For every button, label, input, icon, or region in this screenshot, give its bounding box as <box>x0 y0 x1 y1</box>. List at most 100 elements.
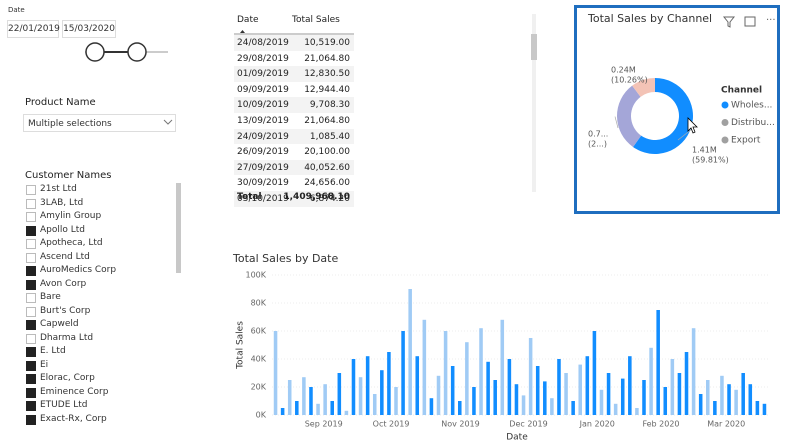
list-item: 21st Ltd <box>40 184 77 194</box>
checkbox[interactable] <box>26 401 36 411</box>
bar <box>670 359 675 415</box>
bar <box>273 331 278 415</box>
column-header: Date <box>237 15 259 25</box>
y-tick-label: 0K <box>256 411 267 420</box>
bar <box>564 373 568 415</box>
checkbox[interactable] <box>26 279 36 290</box>
bar <box>713 401 717 415</box>
checkbox[interactable] <box>26 266 36 276</box>
bar <box>691 328 696 415</box>
scrollbar[interactable] <box>176 183 181 273</box>
x-tick-label: Jan 2020 <box>579 420 615 429</box>
table-cell: 6,874.20 <box>309 194 350 204</box>
focus-icon[interactable] <box>744 16 756 27</box>
table-cell: 27/09/2019 <box>237 162 289 173</box>
checkbox[interactable] <box>26 347 36 357</box>
bar <box>302 377 306 415</box>
chevron <box>163 119 173 125</box>
data-label: 0.7... <box>588 130 608 139</box>
table-row: 24/08/2019 10,519.00 <box>234 35 354 51</box>
checkbox[interactable] <box>26 374 36 384</box>
list-item: Capweld <box>40 319 79 329</box>
table-cell: 20,100.00 <box>304 147 350 158</box>
checkbox[interactable] <box>26 333 36 344</box>
x-tick-label: Oct 2019 <box>373 420 410 429</box>
checkbox[interactable] <box>26 306 36 317</box>
slider-handle[interactable] <box>85 42 105 62</box>
bar <box>372 394 377 415</box>
data-label: 1.41M <box>692 146 717 155</box>
checkbox[interactable] <box>26 293 36 303</box>
bar <box>458 401 462 415</box>
table-row: 01/09/2019 12,830.50 <box>234 66 354 82</box>
cursor <box>687 117 698 134</box>
list-item: Ei <box>40 359 49 370</box>
list-item: Burt's Corp <box>40 305 91 316</box>
bar <box>436 375 441 415</box>
bar <box>337 373 342 415</box>
bar <box>323 384 327 415</box>
checkbox[interactable] <box>26 387 36 398</box>
legend-item: Export <box>731 136 761 146</box>
bar <box>741 373 745 415</box>
bar <box>387 352 391 415</box>
x-tick-label: Feb 2020 <box>642 420 679 429</box>
table-total: Total <box>237 192 262 202</box>
checkbox[interactable] <box>26 225 36 236</box>
chart-title: Total Sales by Date <box>232 252 338 265</box>
list-item: E. Ltd <box>40 346 66 356</box>
more-icon[interactable]: ··· <box>766 15 776 26</box>
x-tick-label: Mar 2020 <box>707 420 745 429</box>
bar <box>585 356 590 415</box>
checkbox[interactable] <box>26 239 36 249</box>
table-cell: 01/09/2019 <box>237 69 289 80</box>
bar <box>358 377 363 415</box>
bar <box>649 347 653 415</box>
checkbox[interactable] <box>26 198 36 209</box>
list-item: Bare <box>40 292 61 302</box>
bar <box>429 398 434 415</box>
bar <box>465 342 469 415</box>
table-cell: 12,830.50 <box>304 69 350 80</box>
date-end[interactable]: 15/03/2020 <box>62 20 116 38</box>
checkbox[interactable] <box>26 360 36 371</box>
bar <box>401 331 405 415</box>
list-item: Apotheca, Ltd <box>40 238 103 248</box>
bar <box>720 375 724 415</box>
checkbox[interactable] <box>26 212 36 222</box>
y-tick-label: 60K <box>251 327 267 336</box>
dropdown[interactable]: Multiple selections <box>23 114 176 132</box>
data-label: (10.26%) <box>611 76 648 85</box>
bar <box>380 370 384 415</box>
chart-title: Total Sales by Channel <box>587 12 712 25</box>
x-tick-label: Sep 2019 <box>305 420 343 429</box>
bar <box>280 408 285 415</box>
data-label: 0.24M <box>611 66 636 75</box>
list-item: Eminence Corp <box>40 386 109 397</box>
table-row: 24/09/2019 1,085.40 <box>234 128 354 145</box>
bar <box>706 380 710 415</box>
slider-handle[interactable] <box>127 42 147 62</box>
checkbox[interactable] <box>26 185 36 195</box>
donut-slice <box>633 78 694 154</box>
bar <box>450 366 455 415</box>
legend-marker <box>721 119 729 126</box>
bar <box>613 403 618 415</box>
checkbox[interactable] <box>26 320 36 330</box>
date-start[interactable]: 22/01/2019 <box>7 20 60 38</box>
bar <box>479 328 483 415</box>
bar <box>535 366 540 415</box>
scrollbar[interactable] <box>531 34 537 60</box>
table-cell: 24/09/2019 <box>237 131 289 142</box>
data-label: (59.81%) <box>692 156 729 165</box>
checkbox[interactable] <box>26 414 36 425</box>
filter-icon[interactable] <box>722 16 736 28</box>
bar <box>316 403 320 415</box>
table-row: 13/09/2019 21,064.80 <box>234 113 354 129</box>
y-axis-title: Total Sales <box>236 321 246 370</box>
list-item: Apollo Ltd <box>40 224 85 235</box>
checkbox[interactable] <box>26 252 36 263</box>
y-tick-label: 80K <box>251 299 267 308</box>
